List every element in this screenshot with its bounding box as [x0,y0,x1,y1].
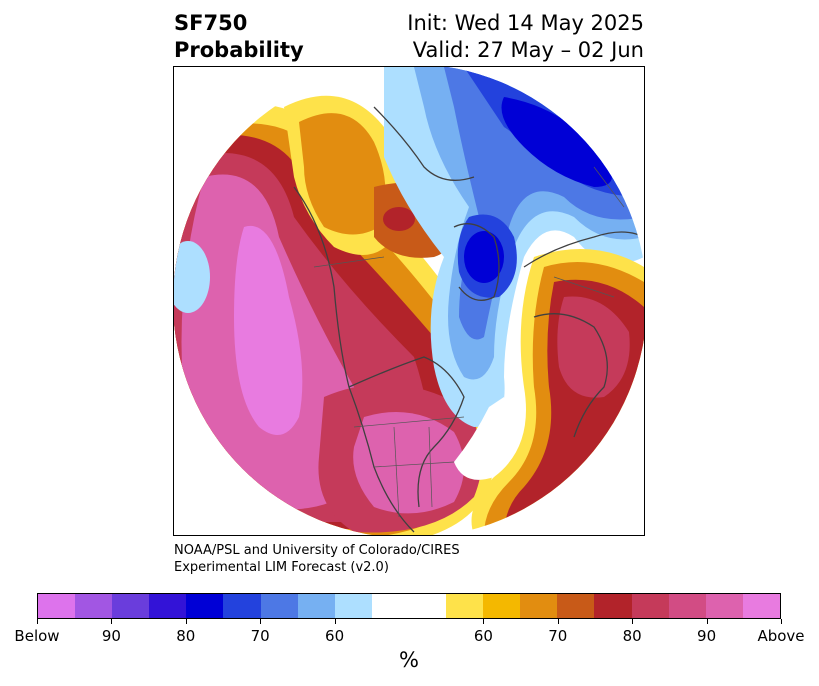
colorbar-segment [594,594,632,618]
colorbar-segment [520,594,558,618]
colorbar-tick-mark [185,619,187,624]
colorbar-segment [705,594,743,618]
colorbar-segment [483,594,521,618]
colorbar-segment [186,594,224,618]
colorbar-tick-mark [706,619,708,624]
colorbar-tick-mark [483,619,485,624]
colorbar-segment [557,594,595,618]
colorbar-tick-label: 90 [697,627,717,645]
colorbar-tick-label: 70 [548,627,568,645]
colorbar-unit: % [399,648,419,672]
colorbar [37,593,781,619]
colorbar-segment [297,594,335,618]
init-date: Init: Wed 14 May 2025 [407,11,644,35]
colorbar-tick-mark [37,619,38,624]
colorbar-tick-label: 60 [325,627,345,645]
colorbar-segment [668,594,706,618]
colorbar-tick-label: Above [757,627,805,645]
colorbar-tick-label: 80 [622,627,642,645]
colorbar-segment [371,594,409,618]
colorbar-segment [334,594,372,618]
credit-line-1: NOAA/PSL and University of Colorado/CIRE… [174,543,460,558]
colorbar-segment [223,594,261,618]
variable-name: SF750 [174,11,248,35]
colorbar-tick-mark [632,619,634,624]
colorbar-segment [38,594,76,618]
colorbar-segment [75,594,113,618]
colorbar-tick-mark [260,619,262,624]
colorbar-tick-label: 70 [250,627,270,645]
colorbar-tick-mark [557,619,559,624]
borders [313,166,625,518]
colorbar-tick-label: 90 [101,627,121,645]
map-title-right: Init: Wed 14 May 2025 Valid: 27 May – 02… [407,10,644,64]
colorbar-segment [408,594,447,618]
valid-range: Valid: 27 May – 02 Jun [412,38,644,62]
colorbar-segment [112,594,150,618]
colorbar-segment [742,594,780,618]
colorbar-tick-mark [781,619,782,624]
probability-field [174,67,644,535]
colorbar-segment [631,594,669,618]
credit-line-2: Experimental LIM Forecast (v2.0) [174,560,389,575]
colorbar-segment [260,594,298,618]
colorbar-tick-label: 60 [473,627,493,645]
colorbar-segment [149,594,187,618]
data-credit: NOAA/PSL and University of Colorado/CIRE… [174,542,460,576]
probability-map-svg [174,67,644,535]
colorbar-tick-label: 80 [176,627,196,645]
colorbar-tick-mark [111,619,113,624]
colorbar-segment [446,594,484,618]
variable-subtitle: Probability [174,38,304,62]
forecast-map [173,66,645,536]
map-title-left: SF750 Probability [174,10,304,64]
colorbar-tick-label: Below [14,627,60,645]
colorbar-tick-mark [334,619,336,624]
